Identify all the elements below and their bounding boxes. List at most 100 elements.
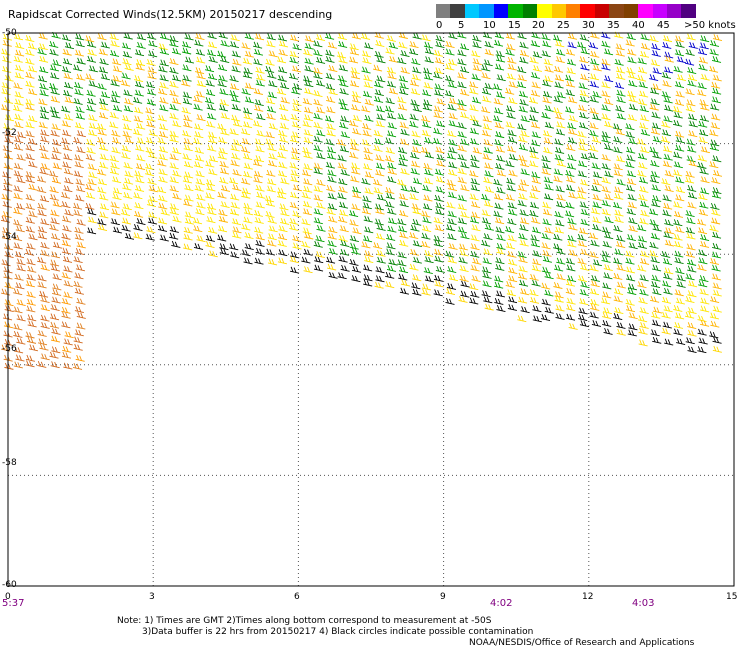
wind-barb: [169, 225, 179, 233]
wind-barb: [196, 193, 206, 201]
wind-barb: [51, 111, 61, 119]
wind-barb: [435, 146, 445, 154]
wind-barb: [196, 80, 206, 88]
wind-barb: [363, 215, 373, 223]
wind-barb: [555, 304, 565, 312]
wind-barb: [278, 144, 289, 152]
wind-barb: [592, 259, 603, 267]
wind-barb: [289, 50, 299, 58]
wind-barb: [457, 122, 467, 129]
wind-barb: [553, 175, 563, 183]
wind-barb: [75, 248, 85, 255]
wind-barb: [542, 40, 552, 48]
wind-barb: [540, 314, 551, 321]
wind-barb: [278, 249, 288, 257]
wind-barb: [434, 224, 444, 232]
wind-barb: [662, 145, 673, 153]
wind-barb: [37, 202, 47, 210]
wind-barb: [313, 240, 323, 248]
wind-barb: [219, 176, 229, 184]
wind-barb: [469, 81, 479, 89]
wind-barb: [637, 66, 648, 74]
wind-barb: [699, 288, 709, 296]
wind-barb: [604, 232, 614, 240]
wind-barb: [423, 162, 433, 170]
wind-barb: [184, 217, 195, 225]
wind-barb: [121, 217, 132, 225]
wind-barb: [495, 217, 505, 225]
wind-barb: [447, 266, 457, 273]
wind-barb: [435, 202, 445, 210]
wind-barb: [699, 275, 709, 283]
wind-barb: [195, 170, 205, 178]
wind-barb: [316, 201, 326, 209]
wind-barb: [372, 64, 383, 72]
wind-barb: [136, 154, 146, 162]
wind-barb: [471, 211, 481, 219]
wind-barb: [303, 163, 313, 171]
wind-barb: [37, 329, 47, 337]
wind-barb: [75, 194, 85, 202]
wind-barb: [25, 280, 35, 288]
wind-barb: [507, 63, 517, 71]
legend-swatch: [464, 4, 480, 18]
wind-barb: [0, 288, 11, 296]
wind-barb: [97, 82, 107, 90]
wind-barb: [61, 34, 72, 42]
wind-barb: [661, 136, 671, 143]
wind-barb: [37, 48, 47, 56]
wind-barb: [433, 71, 443, 79]
wind-barb: [206, 103, 216, 111]
wind-barb: [169, 208, 179, 215]
wind-barb: [279, 203, 289, 211]
wind-barb: [410, 167, 420, 175]
wind-barb: [348, 210, 359, 218]
wind-barb: [673, 321, 684, 329]
wind-barb: [685, 311, 695, 319]
wind-barb: [360, 32, 371, 40]
wind-barb: [52, 146, 62, 154]
wind-barb: [627, 329, 637, 337]
wind-barb: [433, 105, 443, 113]
wind-barb: [159, 81, 169, 89]
wind-barb: [421, 288, 431, 296]
wind-barb: [661, 178, 671, 186]
wind-barb: [195, 90, 205, 98]
wind-barb: [518, 279, 529, 287]
wind-barb: [673, 201, 683, 209]
wind-barb: [302, 200, 313, 208]
wind-barb: [673, 233, 683, 241]
wind-barb: [253, 159, 263, 167]
wind-barb: [267, 160, 278, 167]
wind-barb: [674, 130, 685, 138]
wind-barb: [169, 162, 179, 170]
wind-barb: [73, 280, 83, 288]
wind-barb: [457, 217, 467, 225]
wind-barb: [398, 41, 408, 49]
wind-barb: [567, 32, 578, 40]
wind-barb: [158, 153, 168, 161]
wind-barb: [482, 123, 493, 131]
wind-barb: [469, 283, 479, 291]
wind-barb: [457, 144, 467, 152]
wind-barb: [350, 67, 360, 74]
wind-barb: [85, 153, 95, 161]
wind-barb: [544, 121, 554, 129]
wind-barb: [673, 169, 683, 177]
wind-barb: [495, 226, 505, 234]
wind-barb: [351, 90, 361, 98]
wind-barb: [351, 203, 361, 211]
wind-barb: [532, 65, 543, 72]
wind-barb: [649, 35, 659, 43]
time-start: 5:37: [2, 598, 25, 609]
wind-barb: [612, 123, 623, 131]
wind-barb: [675, 194, 685, 202]
wind-barb: [687, 329, 697, 337]
wind-barb: [493, 115, 503, 123]
wind-barb: [51, 327, 61, 335]
wind-barb: [543, 137, 553, 145]
wind-barb: [85, 73, 95, 81]
wind-barb: [243, 170, 253, 178]
wind-barb: [74, 49, 84, 57]
wind-barb: [628, 80, 638, 87]
